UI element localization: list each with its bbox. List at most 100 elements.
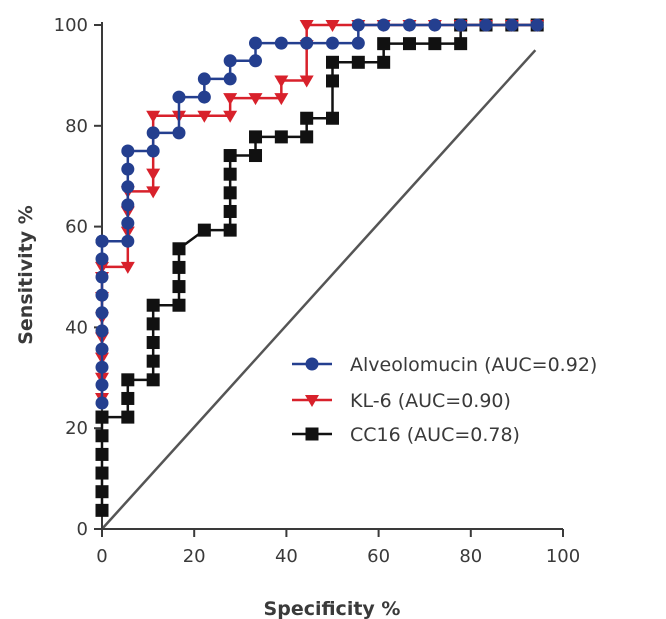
data-point-kl6 — [274, 75, 289, 88]
data-point-cc16 — [223, 186, 237, 200]
data-point-cc16 — [121, 391, 135, 405]
data-point-cc16 — [146, 354, 160, 368]
series-layer — [95, 18, 545, 517]
data-point-alveolomucin — [121, 162, 135, 176]
data-point-kl6 — [248, 93, 263, 106]
data-point-alveolomucin — [95, 252, 109, 266]
data-point-alveolomucin — [95, 324, 109, 338]
data-point-cc16 — [351, 55, 365, 69]
data-point-alveolomucin — [223, 54, 237, 68]
x-tick-label: 100 — [546, 546, 580, 567]
data-point-alveolomucin — [223, 72, 237, 86]
data-point-cc16 — [428, 37, 442, 51]
data-point-cc16 — [146, 373, 160, 387]
data-point-alveolomucin — [146, 126, 160, 140]
data-point-alveolomucin — [454, 18, 468, 32]
data-point-cc16 — [121, 373, 135, 387]
data-point-kl6 — [299, 75, 314, 88]
data-point-cc16 — [172, 242, 186, 256]
y-tick-label: 100 — [54, 15, 88, 36]
data-point-cc16 — [95, 466, 109, 480]
data-point-cc16 — [223, 149, 237, 163]
data-point-alveolomucin — [121, 198, 135, 212]
data-point-alveolomucin — [121, 216, 135, 230]
x-axis-title: Specificity % — [264, 598, 401, 619]
data-point-kl6 — [325, 20, 340, 32]
series-alveolomucin — [95, 18, 544, 410]
y-tick-label: 20 — [65, 418, 88, 439]
legend-label-alveolomucin: Alveolomucin (AUC=0.92) — [350, 354, 597, 376]
legend-label-cc16: CC16 (AUC=0.78) — [350, 424, 520, 446]
data-point-alveolomucin — [95, 342, 109, 356]
data-point-kl6 — [223, 110, 238, 123]
ticks: 0 20 40 60 80 100 0 20 40 60 80 100 — [54, 15, 581, 567]
data-point-cc16 — [223, 204, 237, 218]
data-point-kl6 — [120, 261, 135, 274]
data-point-kl6 — [223, 93, 238, 106]
data-point-alveolomucin — [249, 54, 263, 68]
y-tick-label: 60 — [65, 217, 88, 238]
data-point-cc16 — [146, 317, 160, 331]
y-axis-title: Sensitivity % — [15, 205, 37, 345]
y-tick-label: 0 — [77, 519, 88, 540]
data-point-alveolomucin — [95, 378, 109, 392]
legend: Alveolomucin (AUC=0.92) KL-6 (AUC=0.90) CC… — [292, 354, 597, 446]
reference-diagonal-line — [101, 49, 537, 530]
legend-item-alveolomucin: Alveolomucin (AUC=0.92) — [292, 354, 597, 376]
data-point-alveolomucin — [326, 36, 339, 50]
x-tick-label: 40 — [275, 546, 298, 567]
data-point-kl6 — [299, 20, 314, 32]
legend-label-kl6: KL-6 (AUC=0.90) — [350, 390, 511, 412]
data-point-cc16 — [146, 336, 160, 350]
data-point-alveolomucin — [274, 36, 288, 50]
data-point-cc16 — [95, 503, 109, 517]
data-point-cc16 — [172, 260, 186, 274]
data-point-kl6 — [146, 186, 161, 199]
data-point-alveolomucin — [351, 36, 365, 50]
data-point-alveolomucin — [300, 36, 314, 50]
data-point-alveolomucin — [377, 18, 391, 32]
data-point-alveolomucin — [530, 18, 544, 32]
data-point-cc16 — [326, 55, 339, 69]
data-point-alveolomucin — [95, 234, 109, 248]
x-tick-label: 20 — [183, 546, 206, 567]
series-line-alveolomucin — [100, 23, 538, 403]
data-point-alveolomucin — [121, 234, 135, 248]
legend-marker-alveolomucin — [305, 357, 319, 371]
data-point-cc16 — [95, 429, 109, 443]
data-point-cc16 — [402, 37, 416, 51]
data-point-alveolomucin — [95, 288, 109, 302]
data-point-kl6 — [146, 110, 161, 123]
data-point-cc16 — [377, 37, 391, 51]
data-point-cc16 — [172, 298, 186, 312]
data-point-cc16 — [95, 447, 109, 461]
data-point-alveolomucin — [172, 126, 186, 140]
data-point-cc16 — [172, 280, 186, 294]
data-point-alveolomucin — [172, 90, 186, 104]
data-point-alveolomucin — [95, 396, 109, 410]
data-point-alveolomucin — [95, 270, 109, 284]
data-point-cc16 — [300, 130, 314, 144]
data-point-alveolomucin — [95, 306, 109, 320]
data-point-cc16 — [121, 410, 135, 424]
x-tick-label: 60 — [367, 546, 390, 567]
data-point-cc16 — [326, 111, 339, 125]
series-kl6 — [95, 20, 545, 405]
data-point-alveolomucin — [351, 18, 365, 32]
legend-item-cc16: CC16 (AUC=0.78) — [292, 424, 520, 446]
data-point-alveolomucin — [95, 360, 109, 374]
data-point-alveolomucin — [197, 90, 211, 104]
data-point-cc16 — [454, 37, 468, 51]
y-tick-label: 40 — [65, 317, 88, 338]
reference-line-layer — [101, 49, 537, 530]
data-point-alveolomucin — [121, 180, 135, 194]
data-point-alveolomucin — [505, 18, 519, 32]
data-point-kl6 — [146, 168, 161, 181]
legend-marker-cc16 — [305, 427, 319, 441]
data-point-cc16 — [95, 485, 109, 499]
data-point-kl6 — [274, 93, 289, 106]
data-point-cc16 — [223, 223, 237, 237]
data-point-cc16 — [95, 410, 109, 424]
data-point-alveolomucin — [197, 72, 211, 86]
